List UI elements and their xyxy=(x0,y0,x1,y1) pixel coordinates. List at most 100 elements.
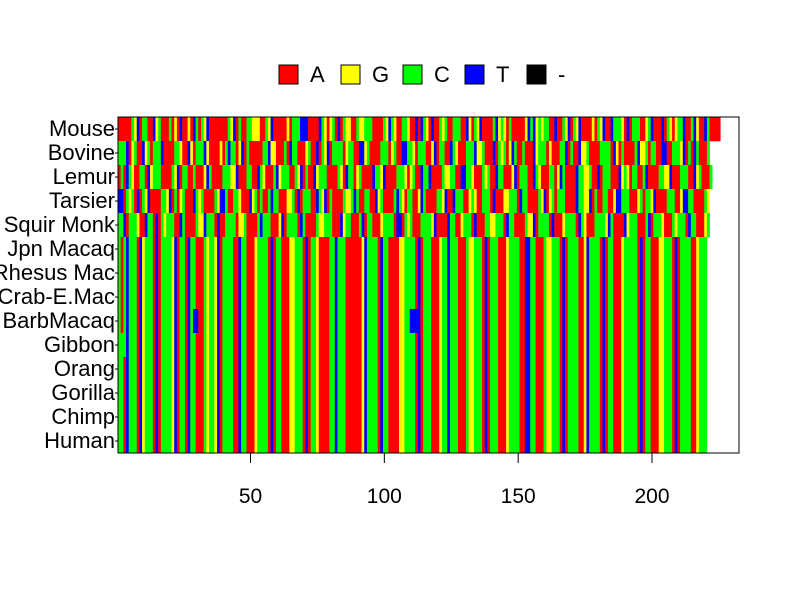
alignment-cell xyxy=(415,117,419,142)
alignment-cell xyxy=(128,309,138,334)
alignment-cell xyxy=(688,165,694,190)
alignment-cell xyxy=(578,213,582,238)
alignment-cell xyxy=(308,261,312,286)
alignment-cell xyxy=(179,261,186,286)
alignment-cell xyxy=(203,141,207,166)
alignment-cell xyxy=(583,381,587,406)
alignment-cell xyxy=(474,405,483,430)
alignment-cell xyxy=(294,261,303,286)
alignment-cell xyxy=(690,381,697,406)
alignment-cell xyxy=(559,237,563,262)
alignment-cell xyxy=(144,309,154,334)
alignment-cell xyxy=(134,189,138,214)
alignment-cell xyxy=(238,429,242,454)
alignment-cell xyxy=(246,141,250,166)
alignment-cell xyxy=(506,309,510,334)
alignment-cell xyxy=(404,261,416,286)
alignment-cell xyxy=(238,285,242,310)
alignment-cell xyxy=(642,357,646,382)
alignment-cell xyxy=(530,405,536,430)
alignment-cell xyxy=(366,141,370,166)
alignment-cell xyxy=(629,117,633,142)
alignment-cell xyxy=(639,189,643,214)
alignment-cell xyxy=(155,117,159,142)
alignment-cell xyxy=(677,429,681,454)
alignment-cell xyxy=(171,405,175,430)
alignment-cell xyxy=(246,117,253,142)
alignment-cell xyxy=(690,141,694,166)
alignment-cell xyxy=(623,381,638,406)
alignment-cell xyxy=(120,165,124,190)
alignment-cell xyxy=(672,357,676,382)
alignment-cell xyxy=(546,309,552,334)
alignment-cell xyxy=(300,213,303,238)
alignment-cell xyxy=(152,117,156,142)
alignment-cell xyxy=(589,333,601,358)
alignment-cell xyxy=(674,189,681,214)
alignment-cell xyxy=(565,429,568,454)
alignment-cell xyxy=(506,333,510,358)
alignment-cell xyxy=(479,117,483,142)
alignment-cell xyxy=(468,429,475,454)
alignment-cell xyxy=(409,309,421,334)
alignment-cell xyxy=(498,117,502,142)
alignment-cell xyxy=(447,237,451,262)
alignment-cell xyxy=(658,381,665,406)
alignment-cell xyxy=(155,357,159,382)
alignment-cell xyxy=(658,285,665,310)
alignment-cell xyxy=(581,141,587,166)
alignment-cell xyxy=(281,309,290,334)
alignment-cell xyxy=(441,237,448,262)
alignment-cell xyxy=(187,285,191,310)
alignment-cell xyxy=(364,333,368,358)
alignment-cell xyxy=(233,333,239,358)
alignment-cell xyxy=(364,309,368,334)
alignment-cell xyxy=(447,213,451,238)
alignment-cell xyxy=(610,165,619,190)
alignment-cell xyxy=(621,309,625,334)
alignment-cell xyxy=(441,165,445,190)
alignment-cell xyxy=(334,429,338,454)
alignment-cell xyxy=(383,405,389,430)
alignment-cell xyxy=(535,261,544,286)
alignment-cell xyxy=(281,261,290,286)
alignment-cell xyxy=(583,165,590,190)
alignment-cell xyxy=(562,405,566,430)
alignment-cell xyxy=(388,261,400,286)
alignment-cell xyxy=(535,141,539,166)
alignment-cell xyxy=(551,141,560,166)
alignment-cell xyxy=(318,237,330,262)
alignment-cell xyxy=(209,309,215,334)
alignment-cell xyxy=(583,213,587,238)
alignment-cell xyxy=(176,189,180,214)
alignment-cell xyxy=(506,381,510,406)
alignment-cell xyxy=(431,309,440,334)
alignment-cell xyxy=(672,405,676,430)
alignment-cell xyxy=(460,165,467,190)
alignment-cell xyxy=(706,117,710,142)
alignment-cell xyxy=(495,141,499,166)
alignment-cell xyxy=(559,357,563,382)
alignment-cell xyxy=(182,117,188,142)
alignment-cell xyxy=(257,381,269,406)
alignment-cell xyxy=(484,141,494,166)
alignment-cell xyxy=(166,213,175,238)
alignment-cell xyxy=(219,261,223,286)
alignment-cell xyxy=(404,357,416,382)
alignment-cell xyxy=(506,117,510,142)
alignment-cell xyxy=(586,237,590,262)
alignment-cell xyxy=(302,285,306,310)
alignment-cell xyxy=(487,405,491,430)
alignment-cell xyxy=(680,237,692,262)
alignment-cell xyxy=(184,261,188,286)
alignment-cell xyxy=(179,237,186,262)
alignment-cell xyxy=(551,261,560,286)
alignment-cell xyxy=(672,309,676,334)
alignment-cell xyxy=(637,213,646,238)
alignment-cell xyxy=(136,117,140,142)
alignment-cell xyxy=(203,213,207,238)
alignment-cell xyxy=(457,261,467,286)
